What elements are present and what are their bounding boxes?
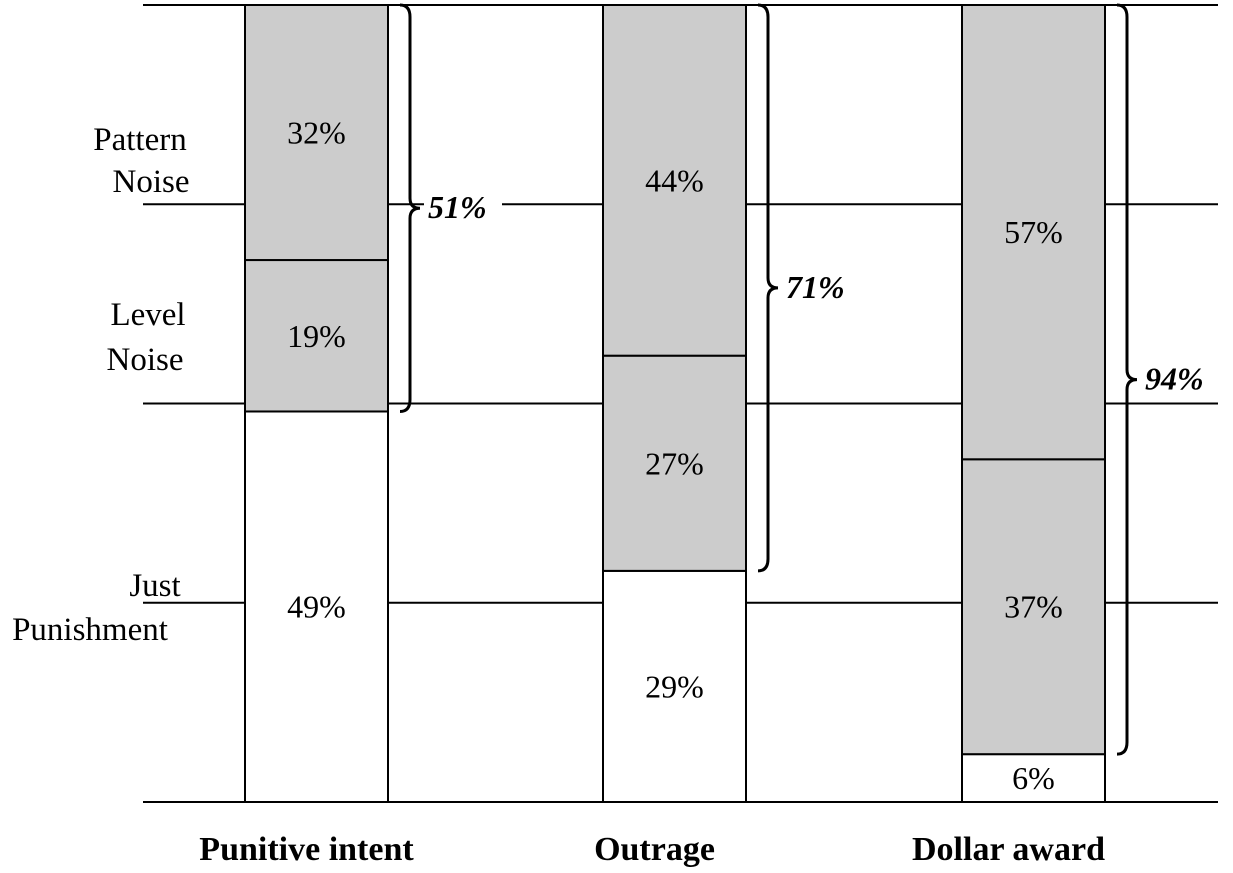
row-label: Pattern [93,122,186,158]
bar-segment [244,410,389,803]
total-label-bg [1141,357,1219,398]
brace [399,3,421,413]
total-label-bg [782,265,860,306]
segment-label: 29% [645,668,704,704]
brace [1116,3,1138,756]
segment-label: 49% [287,589,346,625]
row-label: Just [129,568,180,604]
segment-label: 44% [645,162,704,198]
total-label-bg [424,186,502,227]
segment-label: 57% [1004,214,1063,250]
category-label: Punitive intent [199,831,414,868]
row-label: Punishment [12,612,168,648]
noise-total-label: 71% [786,269,845,305]
segment-label: 19% [287,318,346,354]
category-label: Dollar award [912,831,1105,868]
bar-segment [961,4,1106,461]
segment-label: 37% [1004,589,1063,625]
segment-label: 6% [1012,760,1055,796]
noise-total-label: 94% [1145,361,1204,397]
bar-segment [244,4,389,262]
segment-label: 32% [287,115,346,151]
row-label: Noise [113,164,190,200]
brace [757,3,779,573]
row-label: Level [110,297,185,333]
segment-label: 27% [645,445,704,481]
row-label: Noise [107,342,184,378]
noise-total-label: 51% [428,189,487,225]
bar-segment [602,4,747,357]
category-label: Outrage [594,831,715,868]
